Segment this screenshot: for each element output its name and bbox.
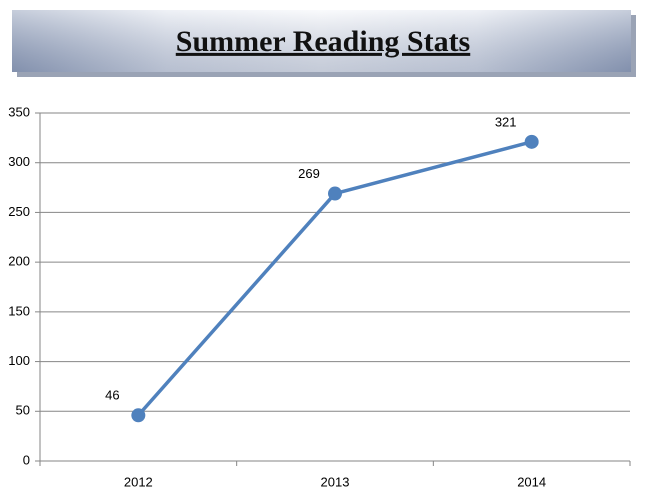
x-tick-label: 2012 (124, 474, 153, 489)
x-tick-label: 2014 (517, 474, 546, 489)
chart-title: Summer Reading Stats (176, 25, 470, 58)
y-tick-label: 300 (8, 154, 30, 169)
y-tick-label: 0 (23, 452, 30, 467)
marker (524, 134, 539, 149)
x-tick-label: 2013 (321, 474, 350, 489)
data-label: 321 (495, 114, 517, 129)
line (137, 140, 533, 417)
marker (328, 186, 342, 201)
banner-shade (12, 10, 631, 72)
data-label: 269 (298, 166, 320, 181)
data-label: 46 (105, 388, 119, 403)
y-tick-label: 250 (8, 204, 30, 219)
y-tick-label: 100 (8, 353, 30, 368)
y-tick-label: 350 (8, 104, 30, 119)
marker (131, 408, 146, 423)
y-tick-label: 200 (8, 254, 30, 269)
y-tick-label: 150 (8, 303, 30, 318)
y-tick-label: 50 (16, 403, 30, 418)
